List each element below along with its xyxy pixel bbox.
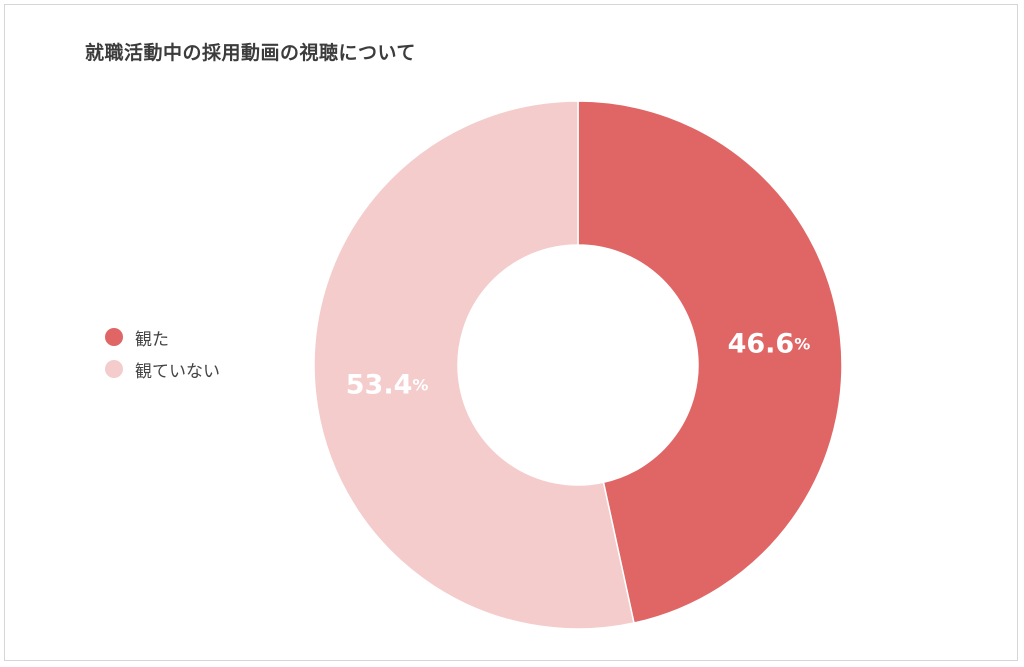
slice-value-watched: 46.6 xyxy=(728,328,795,359)
legend-item-watched[interactable]: 観た xyxy=(105,321,220,353)
slice-unit-not-watched: % xyxy=(412,375,428,394)
legend-swatch-not-watched xyxy=(105,360,123,378)
legend-label-watched: 観た xyxy=(135,329,169,350)
legend-swatch-watched xyxy=(105,328,123,346)
slice-watched[interactable] xyxy=(577,100,843,624)
slice-label-watched: 46.6% xyxy=(728,328,811,359)
slice-value-not-watched: 53.4 xyxy=(346,369,413,400)
slice-unit-watched: % xyxy=(794,334,810,353)
legend-item-not-watched[interactable]: 観ていない xyxy=(105,353,220,385)
chart-legend: 観た 観ていない xyxy=(105,321,220,385)
chart-title: 就職活動中の採用動画の視聴について xyxy=(85,42,416,64)
legend-label-not-watched: 観ていない xyxy=(135,361,220,382)
slice-not-watched[interactable] xyxy=(313,100,635,630)
slice-label-not-watched: 53.4% xyxy=(346,369,429,400)
